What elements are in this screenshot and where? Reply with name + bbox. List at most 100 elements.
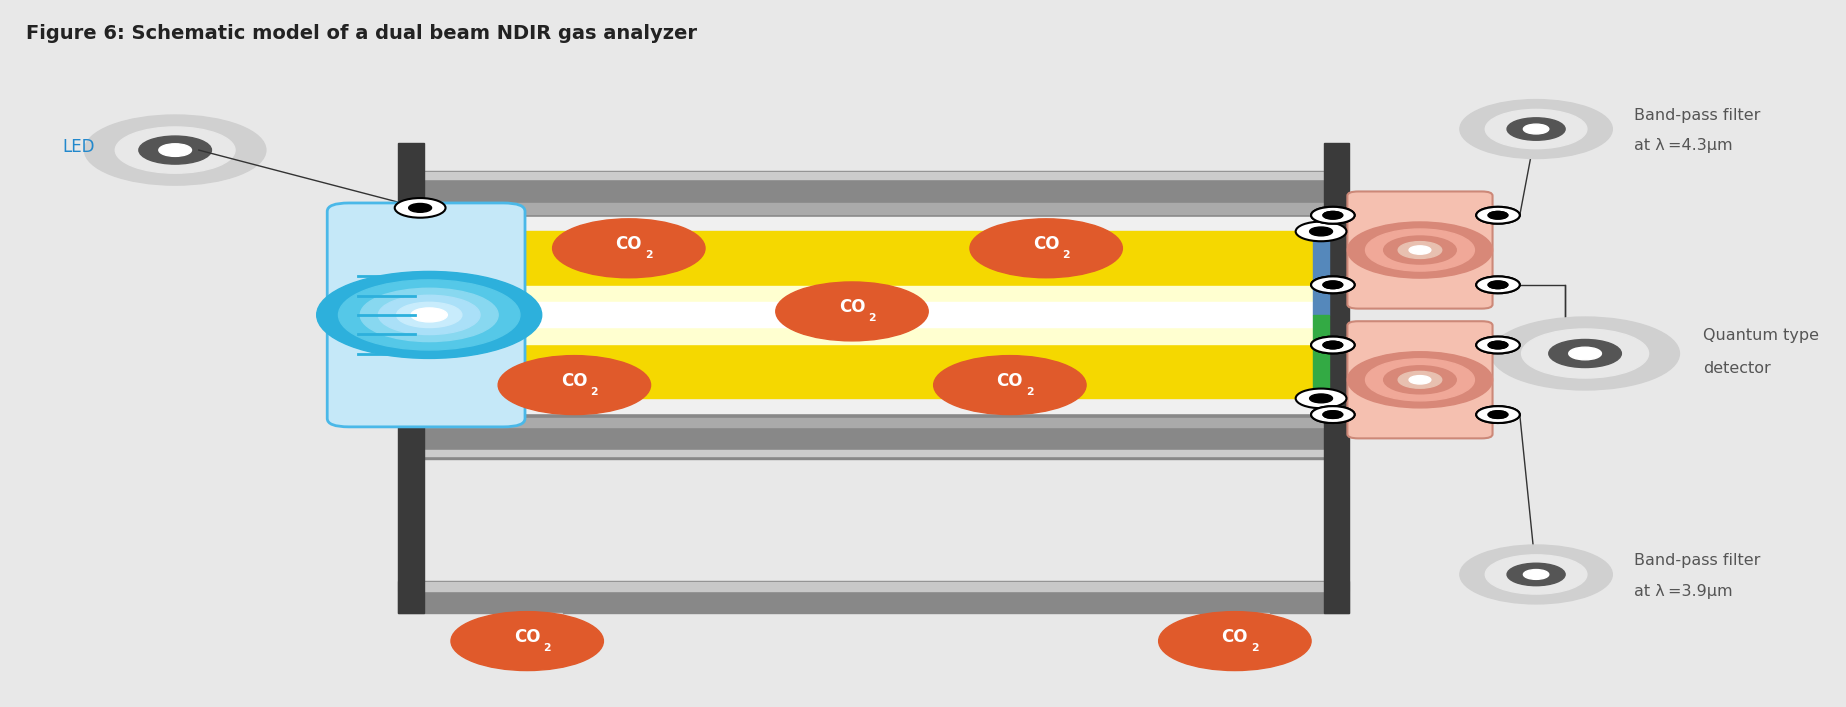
Circle shape [378,296,480,334]
Circle shape [1477,337,1519,354]
Circle shape [1324,411,1342,419]
Text: 2: 2 [644,250,653,260]
Circle shape [1384,366,1456,394]
Circle shape [1488,341,1508,349]
Text: Band-pass filter: Band-pass filter [1634,553,1761,568]
FancyBboxPatch shape [412,286,1337,344]
Text: CO: CO [561,372,587,390]
Circle shape [408,204,432,212]
Circle shape [1366,229,1475,271]
Circle shape [1309,227,1333,236]
Circle shape [1348,352,1493,408]
Circle shape [1296,221,1346,241]
Circle shape [1324,411,1342,419]
FancyBboxPatch shape [412,303,1337,327]
Circle shape [159,144,192,156]
Circle shape [1324,341,1342,349]
Circle shape [1569,347,1602,360]
FancyBboxPatch shape [399,582,1349,591]
Text: at λ =3.9μm: at λ =3.9μm [1634,584,1733,599]
Circle shape [1324,211,1342,219]
Circle shape [1523,124,1549,134]
Text: CO: CO [1034,235,1060,253]
Circle shape [1408,375,1431,384]
FancyBboxPatch shape [412,171,1337,217]
Circle shape [498,356,650,414]
FancyBboxPatch shape [327,203,524,427]
FancyBboxPatch shape [1324,143,1349,613]
Circle shape [1488,211,1508,219]
Circle shape [138,136,212,164]
Circle shape [1311,407,1355,423]
Circle shape [552,219,705,278]
Circle shape [1324,211,1342,219]
Text: 2: 2 [1026,387,1034,397]
Circle shape [1549,339,1621,368]
Circle shape [397,303,462,327]
Circle shape [1324,341,1342,349]
FancyBboxPatch shape [412,217,1337,231]
FancyBboxPatch shape [399,143,425,613]
Text: Figure 6: Schematic model of a dual beam NDIR gas analyzer: Figure 6: Schematic model of a dual beam… [26,24,698,43]
Circle shape [1311,337,1355,354]
Circle shape [1477,276,1519,293]
Circle shape [1460,545,1612,604]
FancyBboxPatch shape [1348,192,1493,309]
Circle shape [85,115,266,185]
FancyBboxPatch shape [493,613,561,659]
Text: 2: 2 [591,387,598,397]
Circle shape [1311,207,1355,223]
Circle shape [1488,281,1508,288]
Text: CO: CO [513,628,541,646]
Text: at λ =4.3μm: at λ =4.3μm [1634,139,1733,153]
Circle shape [1408,246,1431,255]
FancyBboxPatch shape [1200,613,1270,659]
Circle shape [934,356,1085,414]
Circle shape [1397,371,1442,388]
FancyBboxPatch shape [545,613,561,659]
Text: CO: CO [615,235,642,253]
Circle shape [1477,207,1519,223]
Circle shape [1486,555,1588,594]
Circle shape [775,282,929,341]
Circle shape [1488,411,1508,419]
FancyBboxPatch shape [412,413,1337,459]
Circle shape [412,308,447,322]
Circle shape [1488,341,1508,349]
Circle shape [1296,389,1346,408]
Text: 2: 2 [868,313,875,323]
Circle shape [1324,281,1342,288]
Circle shape [1309,394,1333,403]
Circle shape [1506,563,1565,585]
Circle shape [1477,207,1519,223]
FancyBboxPatch shape [412,450,1337,457]
FancyBboxPatch shape [1348,321,1493,438]
Circle shape [1488,411,1508,419]
Text: 2: 2 [543,643,550,653]
Text: CO: CO [997,372,1023,390]
Circle shape [1311,337,1355,354]
FancyBboxPatch shape [412,398,1337,413]
Circle shape [1384,236,1456,264]
Circle shape [1159,612,1311,670]
Text: 2: 2 [1061,250,1071,260]
Circle shape [450,612,604,670]
Text: CO: CO [838,298,866,316]
Circle shape [1348,222,1493,278]
Circle shape [1492,317,1680,390]
Circle shape [338,280,521,350]
Circle shape [1521,329,1648,378]
FancyBboxPatch shape [1252,613,1270,659]
Circle shape [1311,407,1355,423]
Circle shape [1488,281,1508,288]
Text: Quantum type: Quantum type [1704,329,1818,344]
Text: 2: 2 [1252,643,1259,653]
FancyBboxPatch shape [412,231,1337,398]
Circle shape [1311,207,1355,223]
Circle shape [1488,211,1508,219]
Circle shape [1324,281,1342,288]
Circle shape [1486,110,1588,148]
Circle shape [1366,358,1475,401]
Circle shape [360,288,498,341]
Circle shape [1477,407,1519,423]
